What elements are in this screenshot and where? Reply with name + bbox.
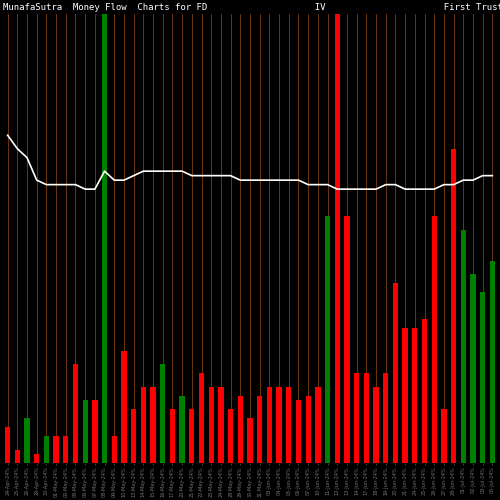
Bar [131, 409, 136, 463]
Bar [402, 328, 408, 463]
Bar [218, 387, 224, 463]
Bar [460, 230, 466, 463]
Text: MunafaSutra  Money Flow  Charts for FD                    IV                    : MunafaSutra Money Flow Charts for FD IV [3, 3, 500, 12]
Bar [451, 148, 456, 463]
Bar [180, 396, 185, 463]
Bar [208, 387, 214, 463]
Bar [228, 409, 234, 463]
Bar [432, 216, 437, 463]
Bar [160, 364, 166, 463]
Bar [306, 396, 311, 463]
Bar [441, 409, 446, 463]
Bar [102, 14, 107, 463]
Bar [63, 436, 68, 463]
Bar [122, 351, 126, 463]
Bar [73, 364, 78, 463]
Bar [296, 400, 301, 463]
Bar [412, 328, 418, 463]
Bar [354, 374, 360, 463]
Bar [44, 436, 49, 463]
Bar [189, 409, 194, 463]
Bar [112, 436, 117, 463]
Bar [199, 374, 204, 463]
Bar [393, 284, 398, 463]
Bar [266, 387, 272, 463]
Bar [257, 396, 262, 463]
Bar [422, 320, 427, 463]
Bar [150, 387, 156, 463]
Bar [315, 387, 320, 463]
Bar [480, 292, 486, 463]
Bar [490, 261, 495, 463]
Bar [325, 216, 330, 463]
Bar [248, 418, 252, 463]
Bar [14, 450, 20, 463]
Bar [286, 387, 292, 463]
Bar [374, 387, 378, 463]
Bar [383, 374, 388, 463]
Bar [334, 14, 340, 463]
Bar [470, 274, 476, 463]
Bar [238, 396, 243, 463]
Bar [364, 374, 369, 463]
Bar [24, 418, 29, 463]
Bar [170, 409, 175, 463]
Bar [140, 387, 146, 463]
Bar [5, 427, 10, 463]
Bar [82, 400, 88, 463]
Bar [34, 454, 40, 463]
Bar [54, 436, 59, 463]
Bar [276, 387, 282, 463]
Bar [344, 216, 350, 463]
Bar [92, 400, 98, 463]
